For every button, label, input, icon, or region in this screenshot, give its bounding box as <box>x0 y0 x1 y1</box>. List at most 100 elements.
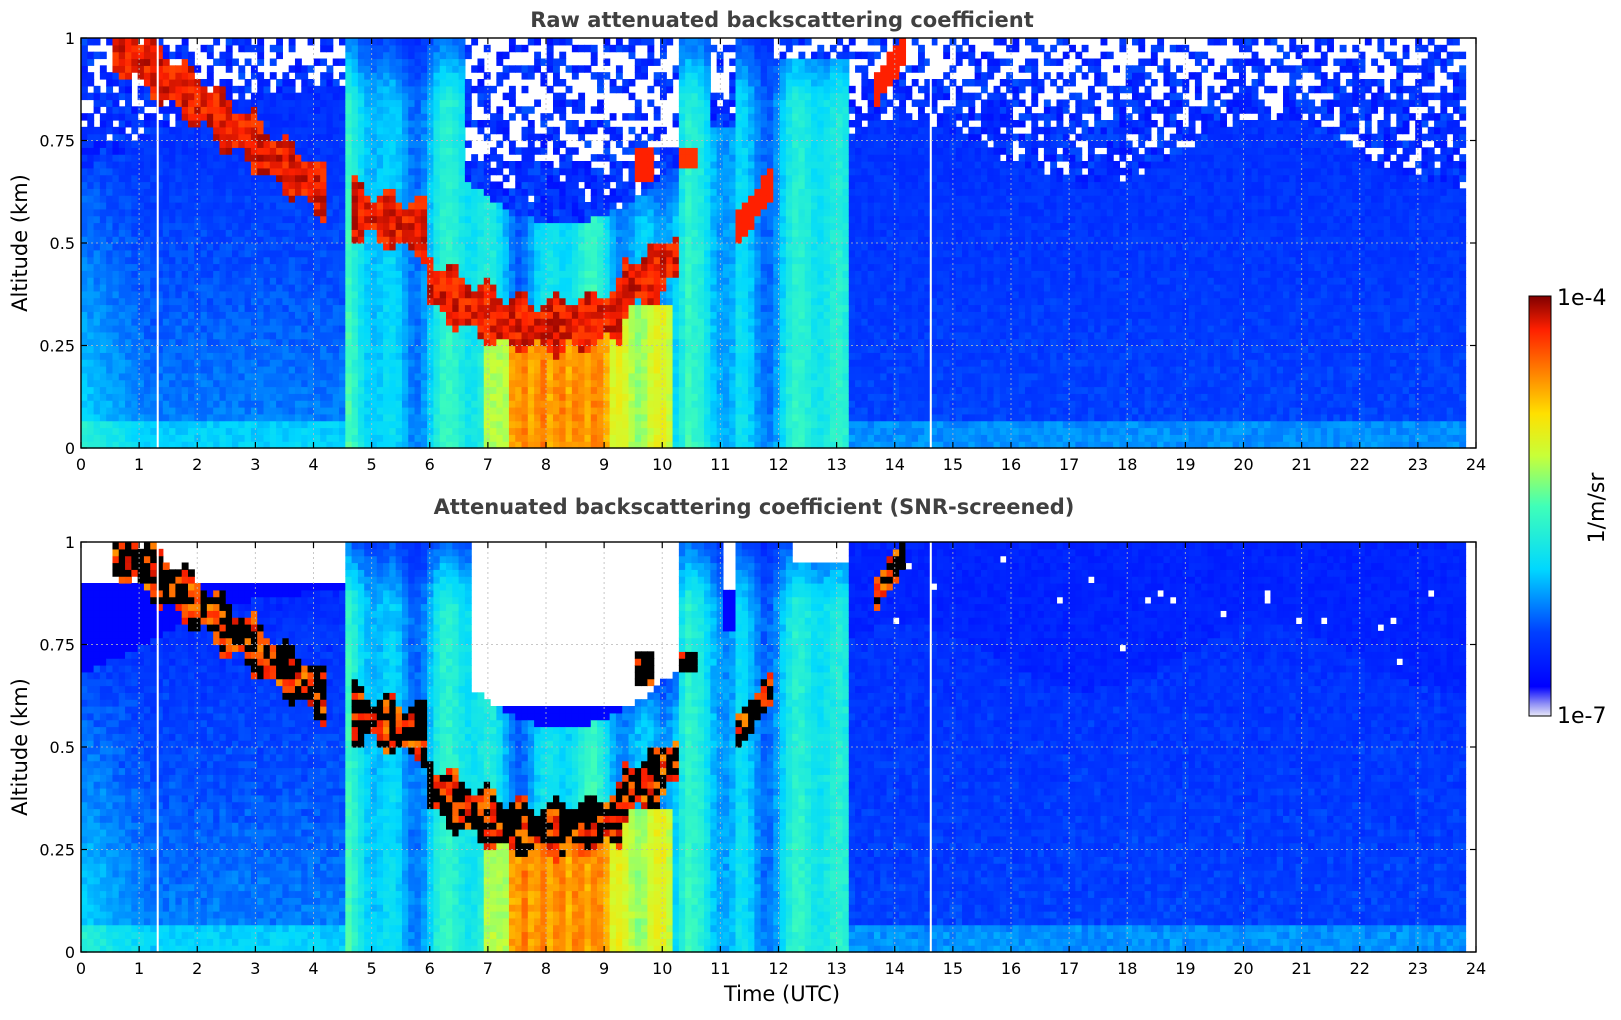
heatmap-cell <box>484 414 491 421</box>
heatmap-cell <box>207 216 214 223</box>
heatmap-cell <box>238 72 245 79</box>
heatmap-cell <box>282 243 289 250</box>
heatmap-cell <box>402 38 409 45</box>
heatmap-cell <box>641 209 648 216</box>
heatmap-cell <box>320 106 327 113</box>
heatmap-cell <box>94 154 101 161</box>
heatmap-cell <box>471 188 478 195</box>
heatmap-cell <box>238 154 245 161</box>
heatmap-cell <box>245 366 252 373</box>
heatmap-cell <box>94 243 101 250</box>
heatmap-cell <box>597 393 604 400</box>
heatmap-cell <box>496 141 503 148</box>
heatmap-cell <box>377 352 384 359</box>
heatmap-cell <box>415 325 422 332</box>
heatmap-cell <box>402 277 409 284</box>
heatmap-cell <box>509 250 516 257</box>
heatmap-cell <box>534 359 541 366</box>
heatmap-cell <box>226 175 233 182</box>
heatmap-cell <box>572 400 579 407</box>
heatmap-cell <box>112 195 119 202</box>
heatmap-cell <box>238 243 245 250</box>
heatmap-cell <box>421 52 428 59</box>
heatmap-cell <box>112 257 119 264</box>
heatmap-cell <box>402 134 409 141</box>
heatmap-cell <box>528 407 535 414</box>
heatmap-cell <box>81 373 88 380</box>
heatmap-cell <box>276 325 283 332</box>
heatmap-cell <box>295 72 302 79</box>
heatmap-cell <box>270 161 277 168</box>
heatmap-cell <box>245 352 252 359</box>
heatmap-cell <box>641 168 648 175</box>
heatmap-cell <box>389 72 396 79</box>
heatmap-cell <box>326 161 333 168</box>
heatmap-cell <box>452 421 459 428</box>
heatmap-cell <box>226 257 233 264</box>
heatmap-cell <box>257 229 264 236</box>
heatmap-cell <box>490 182 497 189</box>
heatmap-cell <box>553 352 560 359</box>
heatmap-cell <box>616 45 623 52</box>
heatmap-cell <box>213 243 220 250</box>
heatmap-cell <box>194 154 201 161</box>
heatmap-cell <box>144 352 151 359</box>
heatmap-cell <box>427 339 434 346</box>
heatmap-cell <box>345 434 352 441</box>
heatmap-cell <box>641 154 648 161</box>
heatmap-cell <box>477 373 484 380</box>
heatmap-cell <box>647 216 654 223</box>
heatmap-cell <box>415 352 422 359</box>
heatmap-cell <box>389 332 396 339</box>
heatmap-cell <box>245 339 252 346</box>
heatmap-cell <box>377 86 384 93</box>
heatmap-cell <box>572 250 579 257</box>
heatmap-cell <box>112 141 119 148</box>
heatmap-cell <box>446 195 453 202</box>
heatmap-cell <box>465 236 472 243</box>
heatmap-cell <box>635 195 642 202</box>
heatmap-cell <box>547 65 554 72</box>
heatmap-cell <box>578 243 585 250</box>
heatmap-cell <box>301 298 308 305</box>
heatmap-cell <box>282 387 289 394</box>
heatmap-cell <box>219 182 226 189</box>
heatmap-cell <box>496 209 503 216</box>
heatmap-cell <box>295 141 302 148</box>
heatmap-cell <box>641 127 648 134</box>
heatmap-cell <box>150 393 157 400</box>
heatmap-cell <box>106 106 113 113</box>
heatmap-cell <box>119 250 126 257</box>
heatmap-cell <box>175 79 182 86</box>
heatmap-cell <box>629 243 636 250</box>
heatmap-cell <box>629 346 636 353</box>
heatmap-cell <box>264 332 271 339</box>
heatmap-cell <box>515 414 522 421</box>
heatmap-cell <box>408 298 415 305</box>
heatmap-cell <box>282 257 289 264</box>
heatmap-cell <box>408 305 415 312</box>
heatmap-cell <box>572 216 579 223</box>
heatmap-cell <box>314 257 321 264</box>
heatmap-cell <box>131 393 138 400</box>
heatmap-cell <box>333 270 340 277</box>
heatmap-cell <box>440 380 447 387</box>
heatmap-cell <box>182 216 189 223</box>
heatmap-cell <box>566 223 573 230</box>
heatmap-cell <box>647 332 654 339</box>
heatmap-cell <box>213 373 220 380</box>
heatmap-cell <box>528 257 535 264</box>
heatmap-cell <box>446 106 453 113</box>
heatmap-cell <box>641 387 648 394</box>
heatmap-cell <box>207 318 214 325</box>
heatmap-cell <box>471 428 478 435</box>
heatmap-cell <box>383 325 390 332</box>
heatmap-cell <box>578 45 585 52</box>
heatmap-cell <box>496 120 503 127</box>
heatmap-cell <box>647 168 654 175</box>
heatmap-cell <box>131 59 138 66</box>
heatmap-cell <box>389 243 396 250</box>
heatmap-cell <box>119 120 126 127</box>
heatmap-cell <box>528 284 535 291</box>
heatmap-cell <box>194 387 201 394</box>
